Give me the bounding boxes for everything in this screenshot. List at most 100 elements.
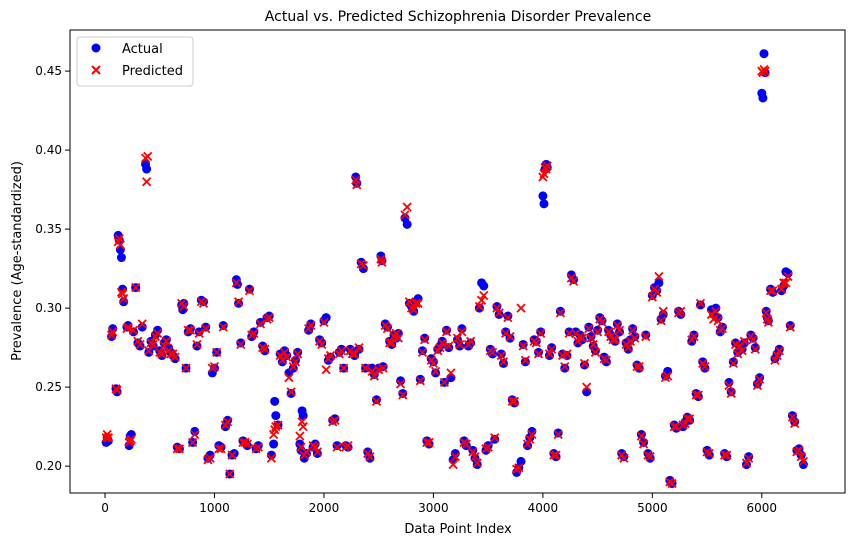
- predicted-point: [398, 390, 408, 400]
- predicted-point: [365, 452, 375, 462]
- actual-point: [584, 322, 594, 332]
- predicted-point: [424, 437, 434, 448]
- actual-point: [472, 460, 482, 470]
- predicted-point: [684, 414, 695, 424]
- predicted-point: [579, 358, 590, 369]
- predicted-point: [108, 327, 118, 337]
- predicted-point: [494, 308, 504, 318]
- actual-point: [636, 430, 646, 440]
- predicted-point: [198, 298, 209, 309]
- predicted-point: [507, 396, 517, 406]
- predicted-point: [632, 361, 642, 372]
- predicted-point: [588, 339, 598, 350]
- y-tick-label: 0.35: [35, 222, 62, 236]
- actual-point: [371, 395, 381, 405]
- actual-point: [286, 388, 296, 398]
- predicted-point: [325, 350, 336, 361]
- actual-point: [116, 253, 126, 263]
- actual-point: [790, 417, 800, 427]
- y-tick-label: 0.30: [35, 301, 62, 315]
- legend-actual-marker: [91, 43, 101, 53]
- predicted-point: [785, 322, 795, 332]
- predicted-point: [787, 412, 798, 422]
- predicted-point: [358, 260, 368, 271]
- predicted-point: [306, 320, 316, 331]
- predicted-point: [336, 346, 347, 356]
- actual-point: [615, 327, 625, 337]
- predicted-point: [490, 433, 500, 443]
- predicted-point: [273, 420, 283, 430]
- predicted-point: [236, 339, 246, 350]
- predicted-point: [461, 439, 471, 449]
- predicted-point: [748, 335, 758, 345]
- x-tick-label: 2000: [309, 501, 340, 515]
- predicted-point: [514, 463, 524, 473]
- predicted-point: [430, 366, 441, 376]
- predicted-point: [503, 312, 513, 323]
- predicted-point: [420, 335, 430, 345]
- predicted-point: [492, 303, 502, 313]
- actual-point: [492, 302, 502, 312]
- actual-point: [135, 341, 145, 351]
- actual-point: [498, 358, 508, 368]
- predicted-point: [676, 306, 686, 316]
- actual-point: [474, 303, 484, 313]
- actual-point: [654, 278, 664, 288]
- actual-point: [336, 344, 346, 354]
- predicted-point: [652, 287, 662, 297]
- plot-area: [101, 49, 809, 489]
- predicted-point: [544, 349, 555, 359]
- actual-point: [713, 313, 723, 323]
- predicted-point: [763, 317, 774, 327]
- predicted-point: [161, 336, 171, 346]
- actual-point: [724, 377, 734, 387]
- actual-point: [700, 363, 710, 373]
- actual-point: [223, 415, 233, 425]
- predicted-point: [783, 271, 793, 282]
- predicted-point: [282, 352, 292, 362]
- actual-point: [415, 374, 425, 384]
- predicted-point: [435, 342, 445, 353]
- predicted-point: [645, 452, 655, 462]
- actual-point: [553, 428, 563, 438]
- actual-point: [266, 450, 276, 460]
- actual-point: [741, 460, 751, 470]
- predicted-point: [470, 452, 480, 462]
- predicted-point: [112, 385, 122, 395]
- predicted-point: [448, 459, 458, 470]
- predicted-point: [630, 333, 640, 343]
- predicted-point: [520, 355, 531, 365]
- predicted-point: [752, 380, 763, 391]
- actual-point: [523, 441, 533, 451]
- predicted-point: [194, 328, 204, 339]
- actual-point: [365, 453, 375, 463]
- predicted-point: [264, 312, 274, 323]
- actual-point: [270, 396, 280, 406]
- actual-point: [518, 339, 528, 349]
- actual-point: [623, 344, 633, 354]
- predicted-point: [141, 177, 152, 187]
- predicted-point: [295, 431, 305, 441]
- predicted-point: [779, 278, 789, 288]
- actual-point: [332, 441, 342, 451]
- actual-point: [144, 347, 154, 357]
- predicted-point: [483, 442, 493, 452]
- predicted-point: [152, 328, 163, 339]
- actual-point: [255, 317, 265, 327]
- predicted-point: [582, 382, 592, 392]
- predicted-point: [533, 349, 544, 359]
- predicted-point: [255, 319, 266, 329]
- actual-point: [271, 411, 281, 421]
- predicted-point: [726, 388, 736, 399]
- actual-point: [490, 434, 500, 444]
- predicted-point: [724, 380, 734, 391]
- predicted-point: [601, 355, 612, 365]
- actual-point: [402, 219, 412, 229]
- predicted-point: [744, 453, 754, 463]
- actual-point: [234, 298, 244, 308]
- actual-point: [785, 320, 795, 330]
- predicted-point: [597, 317, 607, 327]
- predicted-point: [343, 440, 353, 451]
- predicted-point: [760, 66, 770, 76]
- actual-point: [455, 341, 465, 351]
